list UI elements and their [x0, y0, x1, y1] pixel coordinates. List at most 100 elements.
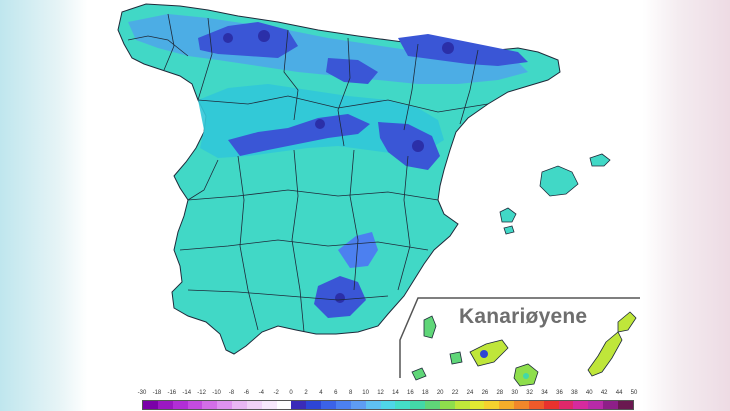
legend-tick-label: -30: [137, 390, 147, 396]
legend-color-scale: [142, 400, 634, 410]
la-gomera: [449, 351, 463, 365]
legend-swatch: [261, 401, 277, 409]
teide-peak: [480, 350, 488, 358]
legend-tick-label: 44: [615, 390, 623, 396]
legend-swatch: [484, 401, 500, 409]
legend-swatch: [232, 401, 247, 409]
legend-tick-label: -12: [197, 390, 206, 396]
fuerteventura: [587, 331, 623, 377]
lanzarote: [617, 311, 637, 333]
legend-tick-label: 24: [466, 390, 474, 396]
la-palma: [423, 315, 437, 339]
el-hierro: [411, 367, 427, 381]
legend-tick-label: -8: [228, 390, 235, 396]
legend-swatch: [246, 401, 262, 409]
legend-tick-label: 20: [436, 390, 444, 396]
temperature-map: [117, 3, 640, 387]
central-system-mountains: [228, 114, 370, 156]
peak-cantabrian: [258, 30, 270, 42]
formentera: [503, 225, 515, 235]
legend-tick-label: 10: [362, 390, 369, 396]
peak-nevada: [335, 293, 345, 303]
betic-mountains: [338, 232, 378, 268]
legend-swatch: [350, 401, 366, 409]
iberian-mountains: [326, 58, 378, 84]
legend-swatch: [321, 401, 336, 409]
legend-swatch: [425, 401, 440, 409]
legend-tick-label: -16: [167, 390, 177, 396]
peak-central: [315, 119, 325, 129]
legend-tick-label: 36: [556, 390, 563, 396]
legend-tick-label: 38: [571, 390, 578, 396]
legend-swatch: [276, 401, 292, 409]
legend-tick-label: 22: [451, 390, 459, 396]
legend-swatch: [143, 401, 158, 409]
map-frame: Kanariøyene: [88, 0, 640, 411]
legend-swatch: [365, 401, 381, 409]
cantabrian-mountains: [198, 22, 298, 58]
legend-swatch: [172, 401, 188, 409]
province-borders: [127, 13, 489, 333]
legend-tick-label: 28: [496, 390, 504, 396]
legend-swatch: [395, 401, 411, 409]
legend-tick-label: -6: [243, 390, 250, 396]
legend-swatch: [291, 401, 307, 409]
legend-tick-label: 18: [421, 390, 429, 396]
legend-tick-label: 32: [526, 390, 533, 396]
legend-tick-label: -14: [182, 390, 192, 396]
legend-tick-label: 30: [511, 390, 519, 396]
legend-swatch: [499, 401, 515, 409]
peak-pyrenees: [442, 42, 454, 54]
legend-tick-label: 42: [600, 390, 608, 396]
legend-swatch: [558, 401, 574, 409]
legend-swatch: [335, 401, 351, 409]
legend-tick-labels: -30 -18 -16 -14 -12 -10 -8 -6 -4 -2 0 2 4 6 8 10 12 14 16 1…: [137, 390, 638, 400]
pyrenees-mountains: [398, 34, 528, 66]
legend-swatch: [528, 401, 544, 409]
legend-swatch: [469, 401, 485, 409]
legend-tick-label: 8: [349, 390, 353, 396]
legend-swatch: [514, 401, 529, 409]
spain-mainland: [117, 3, 561, 355]
legend-tick-label: -18: [152, 390, 162, 396]
legend-swatch: [439, 401, 455, 409]
mallorca: [539, 165, 579, 197]
legend-tick-label: 4: [319, 390, 323, 396]
canary-inset-border: [399, 297, 640, 378]
legend-swatch: [588, 401, 604, 409]
legend-tick-label: -10: [212, 390, 221, 396]
legend-swatch: [306, 401, 322, 409]
canary-islands-label: Kanariøyene: [459, 305, 588, 328]
legend-tick-label: 40: [585, 390, 593, 396]
peak-teruel: [412, 140, 424, 152]
legend-tick-label: 16: [407, 390, 414, 396]
legend-tick-label: 50: [630, 390, 638, 396]
legend-swatch: [187, 401, 203, 409]
legend-tick-label: 12: [377, 390, 384, 396]
legend-swatch: [217, 401, 233, 409]
legend-tick-label: -4: [258, 390, 264, 396]
legend-swatch: [454, 401, 470, 409]
balearic-islands: [499, 153, 611, 235]
ibiza: [499, 207, 517, 223]
legend-swatch: [157, 401, 173, 409]
legend-tick-label: 14: [392, 390, 399, 396]
tenerife: [469, 339, 509, 367]
legend-tick-label: -2: [273, 390, 279, 396]
canary-islands: [411, 311, 637, 387]
gran-canaria-center: [523, 373, 529, 379]
legend-tick-label: 34: [541, 390, 548, 396]
legend-swatch: [603, 401, 618, 409]
legend-swatch: [573, 401, 589, 409]
legend-swatch: [543, 401, 559, 409]
legend-tick-label: 26: [481, 390, 489, 396]
legend-swatch: [202, 401, 218, 409]
legend-tick-label: 6: [334, 390, 338, 396]
peak-picos: [223, 33, 233, 43]
legend-swatch: [618, 401, 633, 409]
legend-swatch: [380, 401, 396, 409]
east-iberian-mountains: [378, 122, 440, 170]
legend-tick-label: 2: [304, 390, 308, 396]
menorca: [589, 153, 611, 167]
legend-tick-label: 0: [289, 390, 293, 396]
